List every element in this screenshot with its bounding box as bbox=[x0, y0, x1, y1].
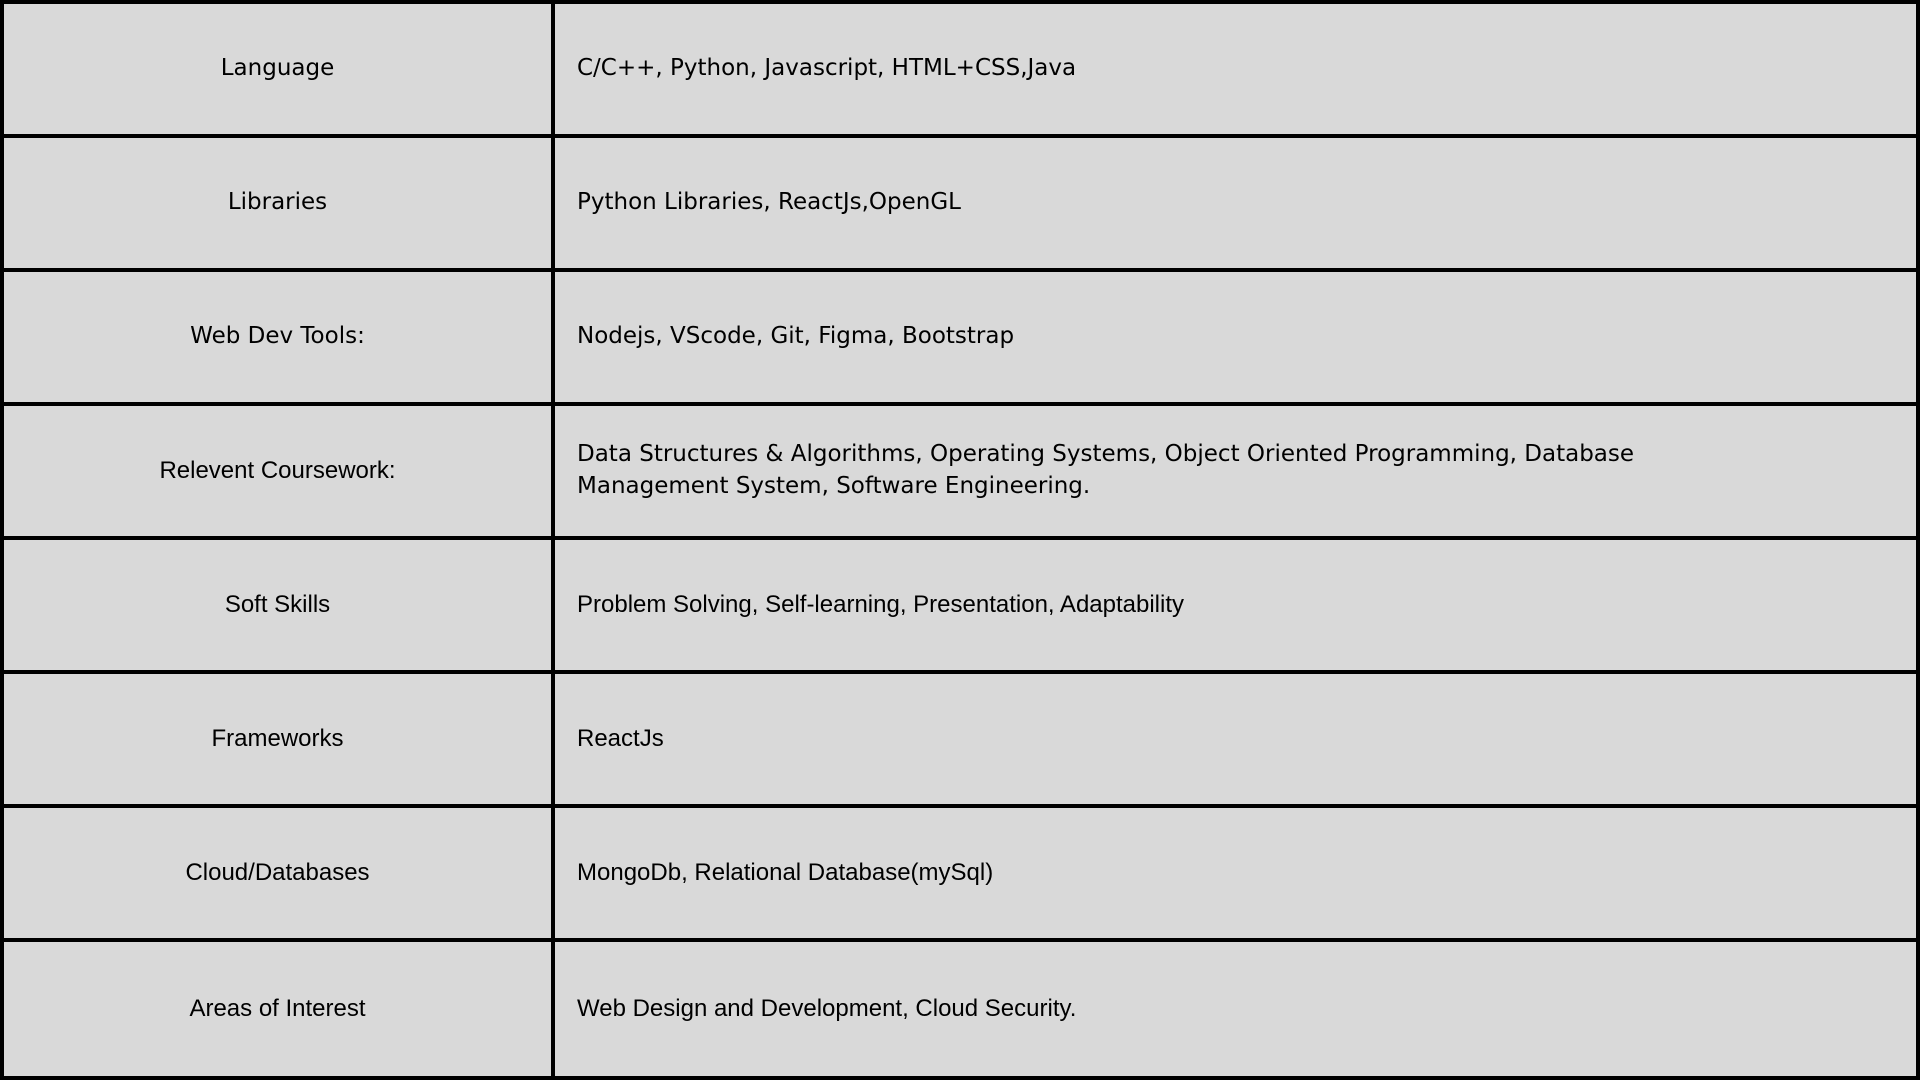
row-value: ReactJs bbox=[555, 674, 1916, 808]
row-label: Web Dev Tools: bbox=[4, 272, 555, 406]
row-label: Frameworks bbox=[4, 674, 555, 808]
row-label: Soft Skills bbox=[4, 540, 555, 674]
row-value: Web Design and Development, Cloud Securi… bbox=[577, 995, 1077, 1023]
row-value: Nodejs, VScode, Git, Figma, Bootstrap bbox=[555, 272, 1916, 406]
row-value: MongoDb, Relational Database(mySql) bbox=[555, 808, 1916, 942]
row-value: Data Structures & Algorithms, Operating … bbox=[555, 406, 1916, 540]
row-label: Cloud/Databases bbox=[4, 808, 555, 942]
row-label: Libraries bbox=[4, 138, 555, 272]
row-label: Language bbox=[4, 4, 555, 138]
row-value: C/C++, Python, Javascript, HTML+CSS,Java bbox=[555, 4, 1916, 138]
row-value: Problem Solving, Self-learning, Presenta… bbox=[555, 540, 1916, 674]
row-value: Python Libraries, ReactJs,OpenGL bbox=[555, 138, 1916, 272]
row-label: Relevent Coursework: bbox=[4, 406, 555, 540]
row-label: Areas of Interest bbox=[4, 942, 555, 1076]
